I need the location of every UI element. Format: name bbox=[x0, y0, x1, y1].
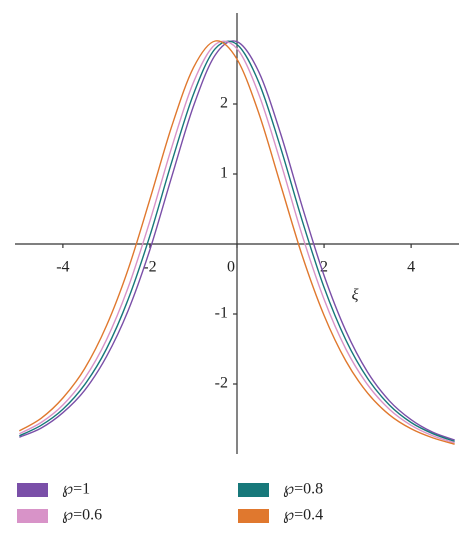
legend-swatch bbox=[17, 509, 48, 523]
y-tick-label: 2 bbox=[220, 95, 228, 112]
y-tick-label: -2 bbox=[215, 375, 228, 392]
legend-label: ℘=0.6 bbox=[62, 507, 102, 524]
x-tick-label: -4 bbox=[56, 259, 69, 276]
legend-swatch bbox=[238, 509, 269, 523]
legend-swatch bbox=[17, 483, 48, 497]
legend-label: ℘=1 bbox=[62, 481, 90, 498]
series-line bbox=[19, 40, 455, 444]
legend-label: ℘=0.8 bbox=[283, 481, 323, 498]
y-tick-label: 1 bbox=[220, 165, 228, 182]
x-tick-label: -2 bbox=[143, 259, 156, 276]
x-tick-label: 2 bbox=[320, 259, 328, 276]
legend-swatch bbox=[238, 483, 269, 497]
series-line bbox=[19, 40, 455, 443]
x-tick-label: 4 bbox=[407, 259, 415, 276]
x-axis-label: ξ bbox=[352, 287, 359, 304]
legend-label: ℘=0.4 bbox=[283, 507, 323, 524]
y-tick-label: -1 bbox=[215, 305, 228, 322]
x-tick-label: 0 bbox=[227, 259, 235, 276]
series-line bbox=[19, 40, 455, 445]
series-line bbox=[19, 40, 455, 441]
